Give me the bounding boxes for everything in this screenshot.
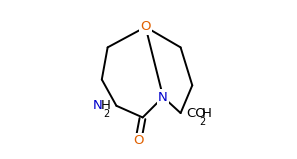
Text: CO: CO [187,107,206,120]
Text: 2: 2 [103,109,109,119]
Text: 2: 2 [199,117,205,127]
Text: O: O [140,21,151,33]
Text: N: N [158,90,168,104]
Text: N: N [93,99,102,112]
Text: H: H [101,99,110,112]
Text: H: H [202,107,212,120]
Text: O: O [133,134,143,147]
